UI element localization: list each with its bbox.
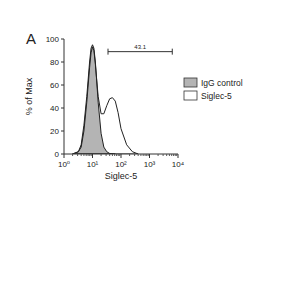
x-tick-label: 10² <box>115 160 127 169</box>
x-minor-tick <box>119 154 120 156</box>
x-minor-tick <box>166 154 167 156</box>
y-tick <box>61 39 64 40</box>
x-minor-tick <box>109 154 110 156</box>
x-minor-tick <box>145 154 146 156</box>
x-minor-tick <box>83 154 84 156</box>
x-minor-tick <box>134 154 135 156</box>
y-tick-label: 60 <box>50 81 59 90</box>
x-minor-tick <box>158 154 159 156</box>
x-minor-tick <box>176 154 177 156</box>
panel-label: A <box>26 30 36 47</box>
x-minor-tick <box>118 154 119 156</box>
x-minor-tick <box>116 154 117 156</box>
gate-end <box>172 49 173 55</box>
x-minor-tick <box>146 154 147 156</box>
y-tick <box>61 85 64 86</box>
legend-label: Siglec-5 <box>201 91 232 101</box>
y-tick-label: 40 <box>50 104 59 113</box>
x-tick-label: 10³ <box>144 160 156 169</box>
y-tick <box>61 62 64 63</box>
gate-label: 43.1 <box>134 44 146 50</box>
x-minor-tick <box>173 154 174 156</box>
y-axis-label: % of Max <box>24 77 34 115</box>
y-tick-label: 20 <box>50 127 59 136</box>
x-tick <box>92 154 93 158</box>
gate-bar <box>108 51 172 52</box>
y-axis <box>64 39 65 154</box>
y-tick <box>61 131 64 132</box>
x-minor-tick <box>72 154 73 156</box>
x-tick <box>64 154 65 158</box>
x-axis-label: Siglec-5 <box>105 171 138 181</box>
x-minor-tick <box>114 154 115 156</box>
x-minor-tick <box>140 154 141 156</box>
x-minor-tick <box>91 154 92 156</box>
gate-end <box>108 49 109 55</box>
x-minor-tick <box>171 154 172 156</box>
legend-swatch <box>184 78 197 87</box>
x-minor-tick <box>77 154 78 156</box>
y-tick-label: 80 <box>50 58 59 67</box>
x-tick <box>178 154 179 158</box>
legend-label: IgG control <box>201 78 243 88</box>
x-tick <box>149 154 150 158</box>
histogram-curve <box>73 47 139 154</box>
x-tick-label: 10⁴ <box>172 160 185 169</box>
x-minor-tick <box>106 154 107 156</box>
x-minor-tick <box>143 154 144 156</box>
x-minor-tick <box>138 154 139 156</box>
x-minor-tick <box>163 154 164 156</box>
x-minor-tick <box>89 154 90 156</box>
series-group <box>73 45 139 154</box>
x-minor-tick <box>86 154 87 156</box>
y-tick-label: 100 <box>46 35 60 44</box>
x-minor-tick <box>81 154 82 156</box>
x-minor-tick <box>148 154 149 156</box>
chart: A 0 20 40 60 80 100 10⁰ 10¹ 10² 10³ 10⁴ Siglec-5 % of… <box>0 0 291 282</box>
x-minor-tick <box>88 154 89 156</box>
x-tick-label: 10¹ <box>87 160 99 169</box>
legend-swatch <box>184 91 197 100</box>
x-minor-tick <box>101 154 102 156</box>
x-tick <box>121 154 122 158</box>
x-minor-tick <box>129 154 130 156</box>
x-minor-tick <box>175 154 176 156</box>
x-minor-tick <box>169 154 170 156</box>
x-minor-tick <box>112 154 113 156</box>
y-tick-label: 0 <box>55 150 60 159</box>
y-tick <box>61 108 64 109</box>
x-tick-label: 10⁰ <box>58 160 70 169</box>
